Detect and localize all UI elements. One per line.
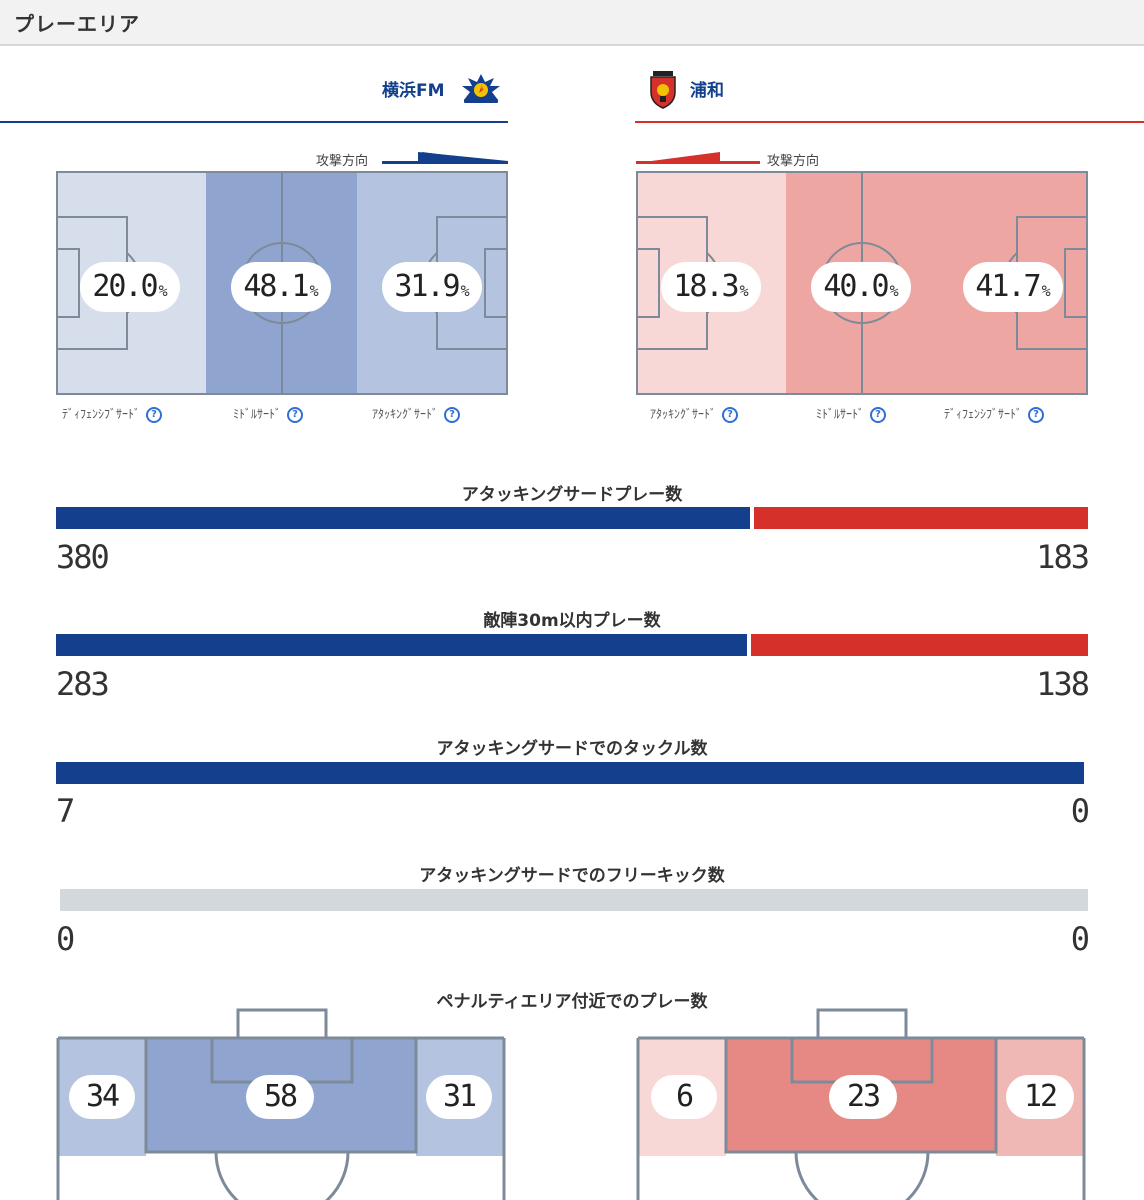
away-attack-direction-label: 攻撃方向 bbox=[767, 154, 820, 169]
help-icon[interactable]: ? bbox=[287, 406, 304, 423]
away-middle-third-label: ﾐﾄﾞﾙｻｰﾄﾞ? bbox=[816, 405, 887, 423]
away-penalty-right-count: 12 bbox=[1006, 1075, 1074, 1119]
away-attack-direction-arrow-icon bbox=[636, 152, 760, 164]
stat-home-attacking-third-plays: 380 bbox=[56, 538, 110, 576]
away-attacking-third-label: ｱﾀｯｷﾝｸﾞｻｰﾄﾞ? bbox=[650, 405, 739, 423]
away-middle-third-percent: 40.0% bbox=[811, 262, 911, 312]
stat-title-attacking-third-plays: アタッキングサードプレー数 bbox=[461, 485, 683, 505]
penalty-area-title: ペナルティエリア付近でのプレー数 bbox=[436, 992, 708, 1012]
stat-home-attacking-third-free-kicks: 0 bbox=[56, 920, 75, 958]
stat-bar-home-attacking-third-free-kicks bbox=[60, 889, 1088, 911]
stat-bar-away-final-30m-plays bbox=[751, 634, 1088, 656]
away-defensive-third-label: ﾃﾞｨﾌｪﾝｼﾌﾞｻｰﾄﾞ? bbox=[944, 405, 1045, 423]
away-penalty-center-count: 23 bbox=[829, 1075, 897, 1119]
home-middle-third-percent: 48.1% bbox=[231, 262, 331, 312]
home-middle-third-label: ﾐﾄﾞﾙｻｰﾄﾞ? bbox=[233, 405, 304, 423]
stat-home-attacking-third-tackles: 7 bbox=[56, 792, 75, 830]
help-icon[interactable]: ? bbox=[146, 406, 163, 423]
home-penalty-center-count: 58 bbox=[246, 1075, 314, 1119]
stat-bar-away-attacking-third-plays bbox=[754, 507, 1088, 529]
home-attacking-third-percent: 31.9% bbox=[382, 262, 482, 312]
yokohama-fm-crest-icon bbox=[462, 74, 500, 103]
stat-away-attacking-third-plays: 183 bbox=[1036, 538, 1090, 576]
stat-home-final-30m-plays: 283 bbox=[56, 665, 110, 703]
home-team-underline bbox=[0, 121, 508, 123]
help-icon[interactable]: ? bbox=[722, 406, 739, 423]
help-icon[interactable]: ? bbox=[444, 406, 461, 423]
help-icon[interactable]: ? bbox=[870, 406, 887, 423]
away-penalty-left-count: 6 bbox=[651, 1075, 717, 1119]
home-attack-direction-label: 攻撃方向 bbox=[316, 154, 369, 169]
stat-bar-home-attacking-third-tackles bbox=[56, 762, 1084, 784]
stat-away-final-30m-plays: 138 bbox=[1036, 665, 1090, 703]
urawa-crest-icon bbox=[650, 71, 676, 109]
section-header: プレーエリア bbox=[0, 0, 1144, 46]
stat-bar-home-final-30m-plays bbox=[56, 634, 747, 656]
away-defensive-third-percent: 41.7% bbox=[963, 262, 1063, 312]
stat-title-attacking-third-tackles: アタッキングサードでのタックル数 bbox=[436, 739, 708, 759]
home-penalty-right-count: 31 bbox=[426, 1075, 492, 1119]
stat-away-attacking-third-free-kicks: 0 bbox=[1070, 920, 1090, 958]
home-defensive-third-percent: 20.0% bbox=[80, 262, 180, 312]
section-title: プレーエリア bbox=[14, 12, 140, 36]
help-icon[interactable]: ? bbox=[1028, 406, 1045, 423]
home-attack-direction-arrow-icon bbox=[382, 152, 508, 164]
stat-title-final-30m-plays: 敵陣30m以内プレー数 bbox=[483, 611, 661, 631]
home-penalty-left-count: 34 bbox=[69, 1075, 135, 1119]
home-defensive-third-label: ﾃﾞｨﾌｪﾝｼﾌﾞｻｰﾄﾞ? bbox=[62, 405, 163, 423]
away-attacking-third-percent: 18.3% bbox=[661, 262, 761, 312]
stat-bar-home-attacking-third-plays bbox=[56, 507, 750, 529]
stat-away-attacking-third-tackles: 0 bbox=[1070, 792, 1090, 830]
stat-title-attacking-third-free-kicks: アタッキングサードでのフリーキック数 bbox=[419, 866, 725, 886]
home-team-name[interactable]: 横浜FM bbox=[382, 81, 445, 101]
away-team-name[interactable]: 浦和 bbox=[690, 81, 724, 101]
home-attacking-third-label: ｱﾀｯｷﾝｸﾞｻｰﾄﾞ? bbox=[372, 405, 461, 423]
away-team-underline bbox=[635, 121, 1144, 123]
